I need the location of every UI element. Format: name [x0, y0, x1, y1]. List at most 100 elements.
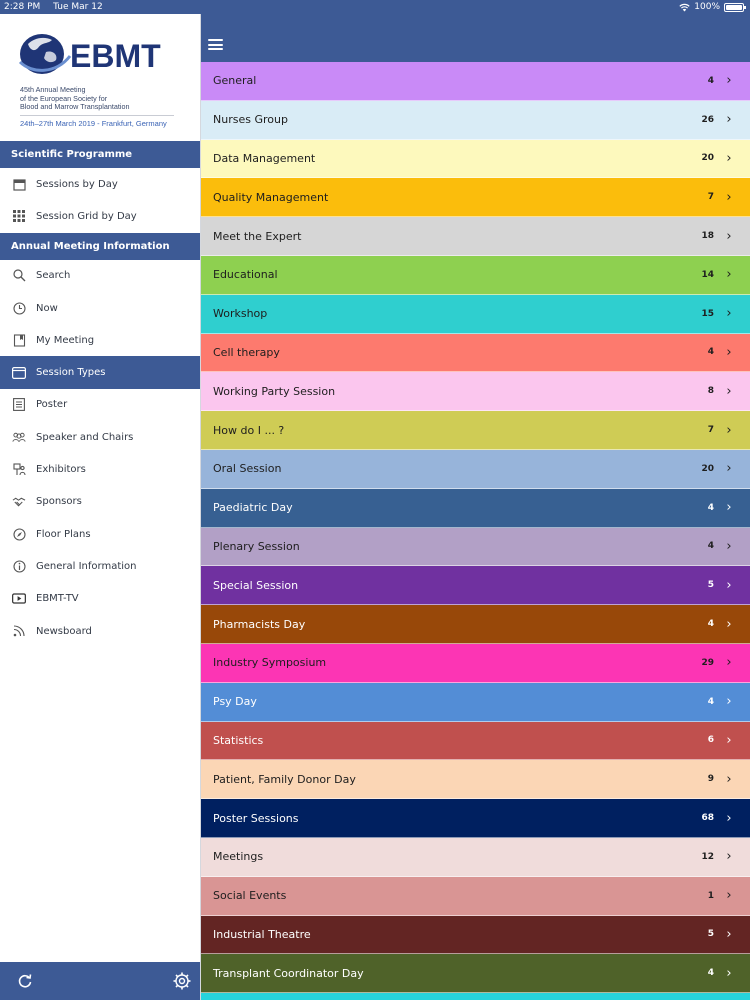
session-count-badge: 18: [701, 231, 714, 242]
session-count-badge: 4: [707, 541, 714, 552]
session-type-row-quality-management[interactable]: Quality Management 7 ›: [201, 178, 750, 218]
chevron-right-icon: ›: [726, 500, 732, 516]
session-type-row-general[interactable]: General 4 ›: [201, 62, 750, 101]
session-count-badge: 4: [707, 75, 714, 86]
sidebar-item-my-meeting[interactable]: My Meeting: [0, 324, 200, 357]
sidebar-item-sponsors[interactable]: Sponsors: [0, 485, 200, 518]
session-type-label: Social Events: [213, 889, 287, 903]
session-count-badge: 1: [707, 890, 714, 901]
session-type-row-industry-symposium[interactable]: Industry Symposium 29 ›: [201, 643, 750, 683]
session-type-row-social-events[interactable]: Social Events 1 ›: [201, 876, 750, 916]
chevron-right-icon: ›: [726, 694, 732, 710]
session-type-row-meet-the-expert[interactable]: Meet the Expert 18 ›: [201, 217, 750, 256]
session-type-row-working-party-session[interactable]: Working Party Session 8 ›: [201, 372, 750, 412]
session-type-row-cell-therapy[interactable]: Cell therapy 4 ›: [201, 333, 750, 373]
settings-icon: [173, 972, 191, 990]
session-count-badge: 68: [701, 813, 714, 824]
session-type-row-how-do-i[interactable]: How do I ... ? 7 ›: [201, 411, 750, 450]
sidebar-item-session-grid-by-day[interactable]: Session Grid by Day: [0, 200, 200, 233]
session-type-row-statistics[interactable]: Statistics 6 ›: [201, 721, 750, 761]
sidebar-item-search[interactable]: Search: [0, 259, 200, 292]
compass-icon: [12, 527, 26, 541]
wifi-icon: [679, 3, 690, 12]
sidebar-item-ebmt-tv[interactable]: EBMT-TV: [0, 582, 200, 615]
session-type-row-data-management[interactable]: Data Management 20 ›: [201, 139, 750, 179]
sidebar-item-poster[interactable]: Poster: [0, 388, 200, 422]
session-count-badge: 5: [707, 929, 714, 940]
logo-subtitle-line: of the European Society for: [20, 93, 108, 103]
session-type-row-transplant-coordinator-day[interactable]: Transplant Coordinator Day 4 ›: [201, 954, 750, 994]
session-count-badge: 5: [707, 580, 714, 591]
battery-percent: 100%: [694, 2, 720, 12]
sidebar-item-label: Floor Plans: [36, 528, 91, 540]
bookmark-icon: [12, 333, 26, 347]
chevron-right-icon: ›: [726, 150, 732, 166]
chevron-right-icon: ›: [726, 926, 732, 942]
session-type-row-psy-day[interactable]: Psy Day 4 ›: [201, 682, 750, 722]
refresh-icon: [18, 974, 32, 988]
chevron-right-icon: ›: [726, 228, 732, 244]
session-type-label: Working Party Session: [213, 384, 336, 398]
window-icon: [12, 366, 26, 380]
settings-button[interactable]: [172, 971, 192, 991]
session-type-row-poster-sessions[interactable]: Poster Sessions 68 ›: [201, 799, 750, 838]
session-type-label: Meet the Expert: [213, 229, 302, 243]
exhibitor-icon: [12, 463, 26, 477]
section-header: Annual Meeting Information: [0, 232, 200, 260]
sidebar-item-label: Search: [36, 270, 71, 282]
refresh-button[interactable]: [15, 971, 35, 991]
session-count-badge: 6: [707, 735, 714, 746]
rss-icon: [12, 624, 26, 638]
session-count-badge: 7: [707, 192, 714, 203]
logo-globe-icon: [18, 34, 72, 74]
sidebar-footer: [0, 962, 200, 1000]
chevron-right-icon: ›: [726, 189, 732, 205]
session-type-row-oral-session[interactable]: Oral Session 20 ›: [201, 449, 750, 489]
session-type-label: Patient, Family Donor Day: [213, 772, 356, 786]
session-type-row-pharmacists-day[interactable]: Pharmacists Day 4 ›: [201, 605, 750, 644]
sidebar-item-label: Session Types: [36, 367, 106, 379]
battery-fill: [726, 4, 742, 10]
sidebar-item-floor-plans[interactable]: Floor Plans: [0, 517, 200, 551]
logo-dates: 24th–27th March 2019 - Frankfurt, German…: [20, 114, 174, 128]
sidebar-item-sessions-by-day[interactable]: Sessions by Day: [0, 168, 200, 201]
session-type-row-nurses-group[interactable]: Nurses Group 26 ›: [201, 100, 750, 140]
ebmt-logo: EBMT: [18, 26, 186, 84]
session-type-label: Paediatric Day: [213, 501, 293, 515]
session-type-row-workshop[interactable]: Workshop 15 ›: [201, 294, 750, 334]
session-type-row-meetings[interactable]: Meetings 12 ›: [201, 837, 750, 877]
session-type-row-plenary-session[interactable]: Plenary Session 4 ›: [201, 527, 750, 567]
session-type-label: Meetings: [213, 850, 264, 864]
logo-subtitle: 45th Annual Meeting of the European Soci…: [20, 85, 186, 112]
info-icon: [12, 559, 26, 573]
play-icon: [12, 592, 26, 606]
session-type-label: Industry Symposium: [213, 656, 327, 670]
session-type-label: Quality Management: [213, 190, 329, 204]
session-type-row-educational[interactable]: Educational 14 ›: [201, 255, 750, 295]
status-time: 2:28 PM: [4, 2, 41, 12]
session-type-row-industrial-theatre[interactable]: Industrial Theatre 5 ›: [201, 915, 750, 955]
sidebar-item-session-types[interactable]: Session Types: [0, 356, 200, 389]
sidebar-item-label: General Information: [36, 560, 137, 572]
sidebar-item-speaker-and-chairs[interactable]: Speaker and Chairs: [0, 421, 200, 454]
next-row-peek: [201, 993, 750, 1000]
sidebar-item-general-information[interactable]: General Information: [0, 550, 200, 583]
session-count-badge: 12: [701, 851, 714, 862]
sidebar-item-now[interactable]: Now: [0, 291, 200, 325]
session-type-row-special-session[interactable]: Special Session 5 ›: [201, 566, 750, 606]
chevron-right-icon: ›: [726, 577, 732, 593]
menu-button[interactable]: [208, 39, 223, 50]
session-type-label: Poster Sessions: [213, 811, 299, 825]
battery-icon: [724, 2, 746, 12]
sidebar-item-label: Sponsors: [36, 496, 82, 508]
session-type-row-patient-family-donor-day[interactable]: Patient, Family Donor Day 9 ›: [201, 760, 750, 800]
people-icon: [12, 430, 26, 444]
session-count-badge: 8: [707, 386, 714, 397]
session-type-label: Oral Session: [213, 462, 282, 476]
grid-icon: [12, 209, 26, 223]
chevron-right-icon: ›: [726, 965, 732, 981]
sidebar-item-exhibitors[interactable]: Exhibitors: [0, 453, 200, 486]
chevron-right-icon: ›: [726, 655, 732, 671]
sidebar-item-newsboard[interactable]: Newsboard: [0, 614, 200, 648]
session-type-row-paediatric-day[interactable]: Paediatric Day 4 ›: [201, 488, 750, 528]
